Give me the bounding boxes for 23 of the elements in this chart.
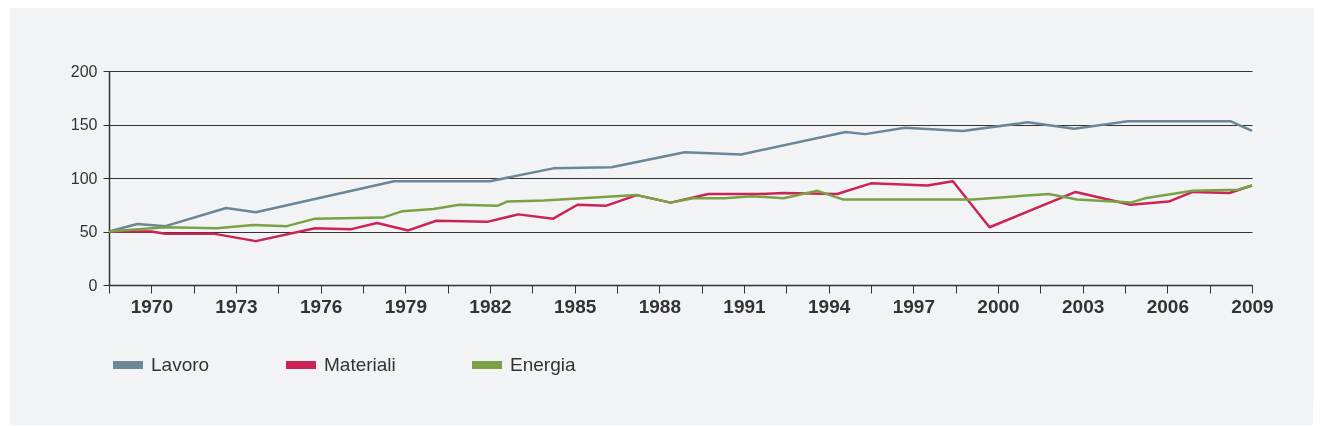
x-tick-label: 2006 — [1146, 295, 1189, 317]
x-tick-label: 1970 — [130, 295, 173, 317]
y-tick-label: 200 — [70, 62, 98, 80]
x-tick-label: 1997 — [892, 295, 935, 317]
x-tick-label: 1979 — [384, 295, 427, 317]
y-tick-label: 50 — [79, 223, 98, 240]
y-tick-label: 100 — [70, 169, 98, 187]
x-tick-label: 2003 — [1062, 295, 1105, 317]
x-tick-label: 2009 — [1231, 295, 1274, 317]
x-tick-label: 1988 — [638, 295, 681, 317]
x-tick-label: 1976 — [300, 295, 343, 317]
x-tick-label: 1973 — [215, 295, 258, 317]
x-tick-label: 1982 — [469, 295, 512, 317]
x-tick-label: 1985 — [554, 295, 597, 317]
line-series — [107, 184, 1254, 233]
y-tick-label: 0 — [88, 276, 98, 294]
legend-label: Materiali — [324, 354, 396, 375]
x-tick-label: 1991 — [723, 295, 767, 317]
legend-label: Lavoro — [151, 354, 210, 375]
y-tick-label: 150 — [70, 116, 98, 133]
legend-label: Energia — [510, 354, 576, 375]
x-tick-label: 1994 — [808, 295, 851, 317]
x-tick-label: 2000 — [977, 295, 1020, 317]
